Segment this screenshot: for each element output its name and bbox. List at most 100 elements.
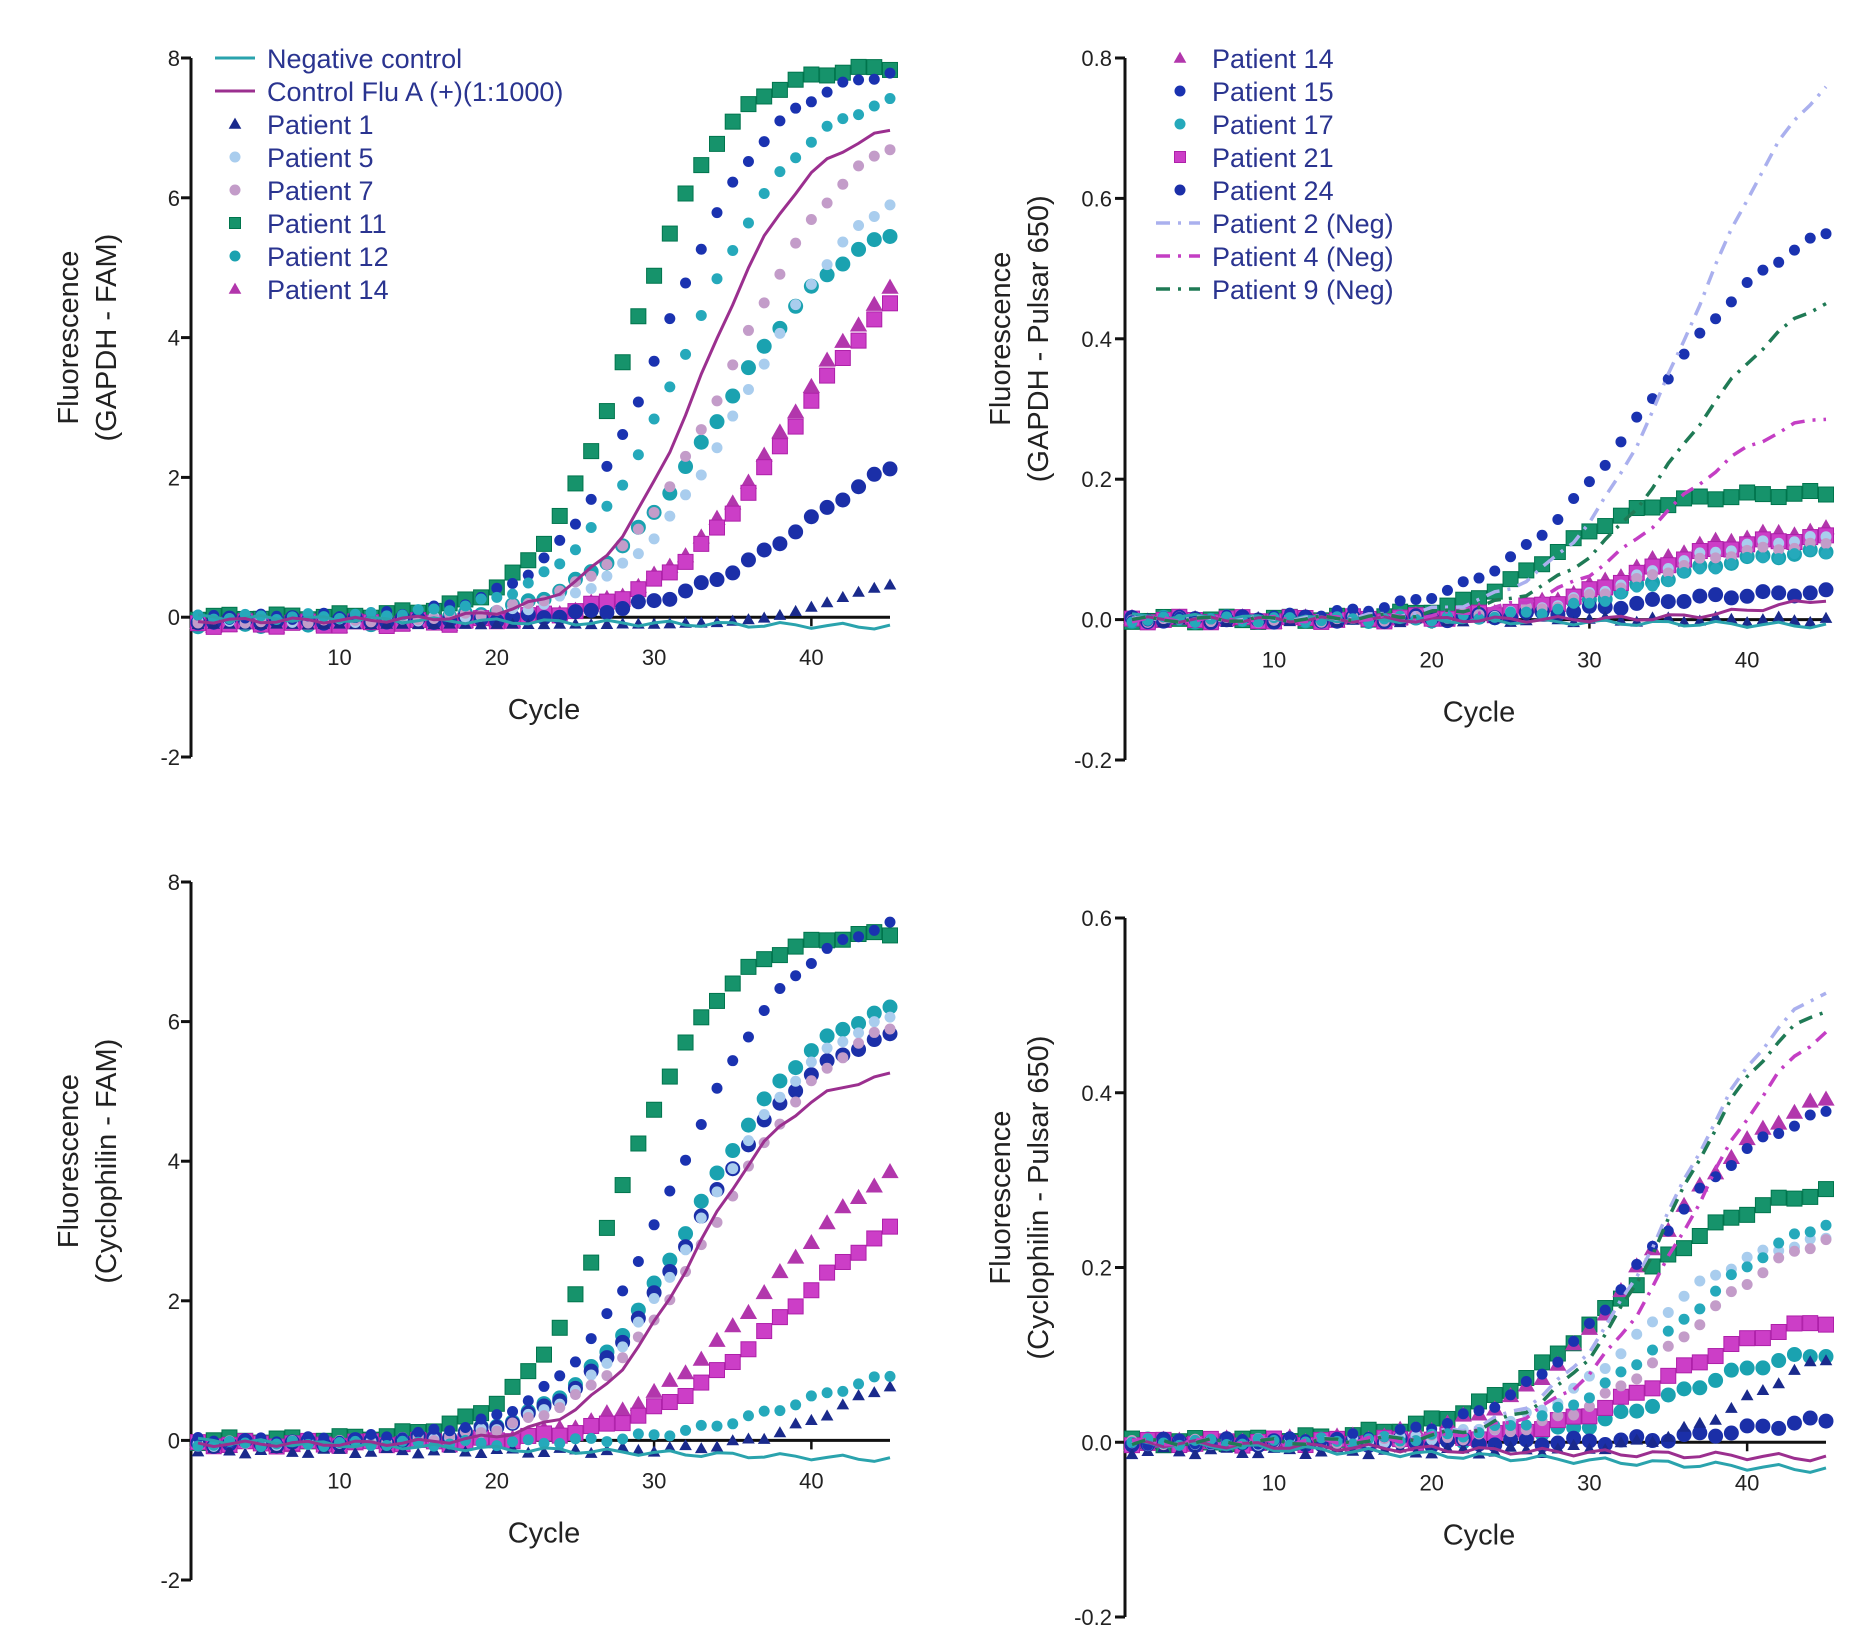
data-point: [522, 1434, 534, 1446]
data-point: [601, 559, 613, 571]
data-point: [1457, 576, 1469, 588]
data-point: [1599, 595, 1611, 607]
data-point: [1661, 611, 1675, 623]
data-point: [709, 1362, 725, 1379]
data-point: [803, 931, 820, 948]
data-point: [866, 466, 882, 482]
data-point: [1754, 1197, 1771, 1214]
legend-label: Patient 15: [1212, 77, 1334, 107]
data-point: [1770, 1323, 1787, 1340]
data-point: [617, 1433, 629, 1445]
y-tick-label: 2: [168, 465, 180, 490]
data-point: [1707, 1214, 1724, 1231]
legend-entry: Patient 21: [1174, 143, 1334, 173]
data-point: [680, 348, 692, 360]
legend-swatch-marker: [228, 282, 242, 294]
data-point: [661, 1394, 678, 1411]
y-tick-label: 0.4: [1081, 327, 1112, 352]
data-point: [774, 327, 786, 339]
data-point: [648, 506, 660, 518]
data-point: [411, 1447, 425, 1459]
data-point: [554, 1370, 566, 1382]
data-point: [1662, 1225, 1674, 1237]
data-point: [1565, 530, 1582, 547]
data-point: [725, 1143, 741, 1159]
legend-entry: Patient 14: [1173, 44, 1334, 74]
data-point: [693, 1193, 709, 1209]
data-point: [709, 135, 725, 152]
y-axis-title: (GAPDH - Pulsar 650): [1023, 195, 1055, 482]
data-point: [727, 1163, 739, 1175]
data-point: [1739, 1418, 1755, 1434]
data-point: [819, 1264, 836, 1281]
data-point: [1552, 1356, 1564, 1368]
data-point: [1723, 590, 1739, 606]
data-point: [1426, 593, 1438, 605]
legend-swatch-marker: [1174, 118, 1186, 130]
data-point: [554, 1402, 566, 1414]
data-point: [1441, 1417, 1453, 1429]
data-point: [1773, 1252, 1785, 1264]
data-point: [630, 308, 647, 325]
data-point: [709, 519, 725, 536]
series-patient-11: [190, 924, 898, 1452]
data-point: [1820, 1105, 1832, 1117]
data-point: [677, 1387, 694, 1404]
data-point: [678, 459, 694, 475]
data-point: [553, 617, 567, 629]
data-point: [1803, 615, 1817, 627]
data-point: [520, 552, 537, 569]
data-point: [788, 524, 804, 540]
data-point: [773, 608, 787, 620]
data-point: [711, 1420, 723, 1432]
data-point: [693, 1009, 710, 1026]
data-point: [1820, 1219, 1832, 1231]
data-point: [617, 1285, 629, 1297]
data-point: [1552, 1401, 1564, 1413]
data-point: [1520, 1375, 1532, 1387]
legend-entry: Patient 2 (Neg): [1156, 209, 1394, 239]
data-point: [849, 1188, 868, 1205]
data-point: [1568, 1335, 1580, 1347]
data-point: [837, 1052, 849, 1064]
legend-label: Patient 21: [1212, 143, 1334, 173]
data-point: [538, 1380, 550, 1392]
data-point: [522, 1395, 534, 1407]
data-point: [771, 81, 788, 98]
data-point: [1786, 485, 1803, 502]
data-point: [881, 1163, 899, 1179]
data-point: [632, 548, 644, 560]
y-tick-label: 0.6: [1081, 906, 1112, 931]
data-point: [475, 1413, 487, 1425]
legend-entry: Patient 17: [1174, 110, 1334, 140]
data-point: [725, 565, 741, 581]
data-point: [790, 1075, 802, 1087]
legend-label: Patient 14: [267, 275, 389, 305]
data-point: [490, 617, 504, 629]
data-point: [1441, 584, 1453, 596]
data-point: [1615, 1284, 1627, 1296]
data-point: [1599, 1362, 1611, 1374]
data-point: [1786, 1190, 1803, 1207]
data-point: [664, 381, 676, 393]
data-point: [583, 602, 599, 618]
data-point: [1757, 264, 1769, 276]
data-point: [585, 1333, 597, 1345]
data-point: [1740, 616, 1754, 628]
data-point: [1615, 1348, 1627, 1360]
data-point: [1818, 1181, 1834, 1198]
data-point: [1362, 1448, 1375, 1460]
y-axis-title: (Cyclophilin - Pulsar 650): [1023, 1036, 1055, 1360]
data-point: [1631, 1258, 1643, 1270]
data-point: [1741, 551, 1753, 563]
data-point: [475, 593, 487, 605]
data-point: [1347, 1428, 1359, 1440]
data-point: [1581, 1433, 1597, 1449]
legend-label: Patient 24: [1212, 176, 1334, 206]
data-point: [1410, 594, 1422, 606]
data-point: [646, 593, 662, 609]
data-point: [614, 1177, 631, 1194]
data-point: [1756, 613, 1770, 625]
data-point: [1631, 572, 1643, 584]
